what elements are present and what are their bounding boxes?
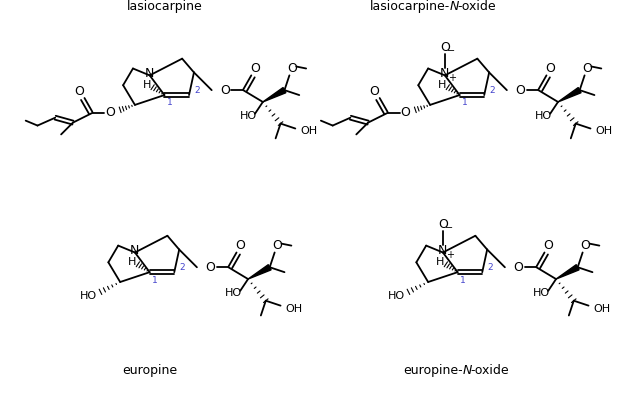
Text: OH: OH [595, 126, 612, 136]
Text: H: H [143, 80, 151, 90]
Text: O: O [236, 239, 245, 252]
Text: HO: HO [80, 291, 97, 301]
Polygon shape [263, 87, 286, 102]
Text: O: O [545, 62, 555, 75]
Text: lasiocarpine: lasiocarpine [127, 0, 202, 13]
Text: OH: OH [300, 126, 317, 136]
Text: europine: europine [122, 364, 177, 377]
Text: −: − [445, 223, 453, 233]
Text: O: O [206, 261, 215, 274]
Text: HO: HO [533, 288, 550, 298]
Text: +: + [448, 73, 456, 83]
Text: O: O [401, 106, 411, 119]
Text: N: N [440, 67, 450, 80]
Text: H: H [127, 257, 136, 267]
Text: O: O [369, 85, 379, 98]
Polygon shape [556, 264, 579, 279]
Text: HO: HO [534, 111, 552, 121]
Text: 2: 2 [194, 85, 200, 95]
Text: N: N [130, 244, 139, 257]
Text: 2: 2 [180, 263, 185, 272]
Polygon shape [248, 264, 271, 279]
Text: 1: 1 [166, 98, 172, 107]
Text: O: O [543, 239, 553, 252]
Text: O: O [74, 85, 84, 98]
Text: +: + [446, 250, 454, 260]
Text: O: O [438, 218, 448, 231]
Text: 1: 1 [152, 275, 158, 285]
Text: lasiocarpine-: lasiocarpine- [369, 0, 450, 13]
Text: OH: OH [593, 304, 610, 313]
Text: HO: HO [239, 111, 257, 121]
Text: O: O [440, 41, 450, 54]
Text: O: O [583, 62, 592, 75]
Text: 2: 2 [489, 85, 495, 95]
Text: −: − [447, 46, 455, 56]
Text: -oxide: -oxide [470, 364, 509, 377]
Text: HO: HO [225, 288, 242, 298]
Polygon shape [558, 87, 581, 102]
Text: N: N [450, 0, 459, 13]
Text: HO: HO [388, 291, 405, 301]
Text: O: O [220, 84, 230, 97]
Text: 1: 1 [460, 275, 465, 285]
Text: O: O [250, 62, 260, 75]
Text: N: N [145, 67, 154, 80]
Text: O: O [273, 239, 283, 252]
Text: N: N [463, 364, 472, 377]
Text: 2: 2 [487, 263, 493, 272]
Text: H: H [438, 80, 446, 90]
Text: 1: 1 [462, 98, 467, 107]
Text: -oxide: -oxide [458, 0, 496, 13]
Text: O: O [288, 62, 297, 75]
Text: O: O [514, 261, 524, 274]
Text: OH: OH [286, 304, 303, 313]
Text: H: H [436, 257, 444, 267]
Text: N: N [438, 244, 448, 257]
Text: europine-: europine- [403, 364, 463, 377]
Text: O: O [516, 84, 526, 97]
Text: O: O [106, 106, 116, 119]
Text: O: O [581, 239, 590, 252]
